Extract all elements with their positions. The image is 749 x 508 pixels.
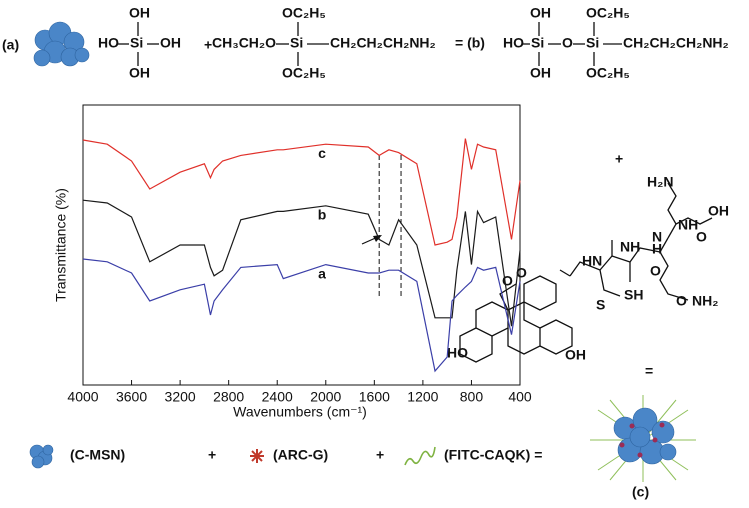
scheme-text: OC₂H₅ xyxy=(282,5,326,21)
x-tick-label: 4000 xyxy=(67,389,98,405)
arrow-head xyxy=(373,235,382,242)
scheme-text: S xyxy=(596,297,605,313)
plot-frame xyxy=(82,104,521,386)
scheme-text: O xyxy=(562,35,573,51)
x-tick-label: 3200 xyxy=(165,389,196,405)
scheme-text: OC₂H₅ xyxy=(586,5,630,21)
c-msn-icon xyxy=(29,444,54,469)
scheme-text: NH₂ xyxy=(692,293,718,309)
scheme-text: O xyxy=(676,293,687,309)
scheme-text: N xyxy=(652,229,662,245)
x-tick-label: 1600 xyxy=(359,389,390,405)
nanoparticle-icon xyxy=(590,395,696,482)
arc-g-icon xyxy=(250,449,264,463)
scheme-text: O xyxy=(516,265,527,281)
scheme-text: HO xyxy=(98,35,119,51)
y-axis-label: Transmittance (%) xyxy=(53,188,69,302)
x-tick-label: 2800 xyxy=(213,389,244,405)
scheme-text: = (b) xyxy=(455,35,485,51)
scheme-text: Si xyxy=(586,35,599,51)
scheme-text: O xyxy=(696,229,707,245)
scheme-text: (a) xyxy=(2,37,19,53)
series-label: b xyxy=(318,207,327,223)
scheme-text: SH xyxy=(624,287,643,303)
fitc-caqk-icon xyxy=(404,446,436,466)
scheme-text: OH xyxy=(530,5,551,21)
scheme-text: = xyxy=(645,363,653,379)
scheme-text: OH xyxy=(129,5,150,21)
scheme-text: Si xyxy=(531,35,544,51)
scheme-text: + xyxy=(376,447,384,463)
series-line xyxy=(82,258,521,373)
scheme-text: CH₃CH₂O xyxy=(212,35,276,51)
scheme-text: CH₂CH₂CH₂NH₂ xyxy=(330,35,436,51)
bonds xyxy=(118,22,713,363)
scheme-text: OH xyxy=(565,347,586,363)
scheme-text: + xyxy=(204,37,212,53)
scheme-text: CH₂CH₂CH₂NH₂ xyxy=(623,35,729,51)
x-tick-label: 3600 xyxy=(116,389,147,405)
scheme-text: (ARC-G) xyxy=(273,447,328,463)
scheme-text: (c) xyxy=(632,484,649,500)
scheme-text: HN xyxy=(582,253,602,269)
scheme-text: (FITC-CAQK) = xyxy=(444,447,542,463)
series-line xyxy=(82,199,521,327)
x-tick-label: 800 xyxy=(460,389,484,405)
scheme-text: OH xyxy=(129,65,150,81)
scheme-text: Si xyxy=(130,35,143,51)
x-axis-label: Wavenumbers (cm⁻¹) xyxy=(233,404,367,420)
scheme-text: NH xyxy=(620,239,640,255)
scheme-text: H₂N xyxy=(647,174,673,190)
series-label: c xyxy=(318,145,326,161)
scheme-text: OC₂H₅ xyxy=(586,65,630,81)
scheme-text: OC₂H₅ xyxy=(282,65,326,81)
scheme-text: HO xyxy=(447,345,468,361)
series-label: a xyxy=(318,265,326,281)
scheme-text: NH xyxy=(678,217,698,233)
scheme-text: O xyxy=(502,273,513,289)
scheme-text: + xyxy=(208,447,216,463)
particle-icon xyxy=(33,21,90,67)
x-tick-label: 1200 xyxy=(407,389,438,405)
scheme-text: OH xyxy=(160,35,181,51)
scheme-text: HO xyxy=(503,35,524,51)
series-line xyxy=(82,138,521,246)
scheme-text: O xyxy=(650,263,661,279)
scheme-text: OH xyxy=(530,65,551,81)
scheme-text: H xyxy=(652,241,662,257)
x-tick-label: 2000 xyxy=(310,389,341,405)
scheme-text: OH xyxy=(708,203,729,219)
x-tick-label: 2400 xyxy=(262,389,293,405)
scheme-text: Si xyxy=(290,35,303,51)
x-tick-label: 400 xyxy=(508,389,532,405)
scheme-text: + xyxy=(615,151,623,167)
scheme-text: (C-MSN) xyxy=(70,447,125,463)
